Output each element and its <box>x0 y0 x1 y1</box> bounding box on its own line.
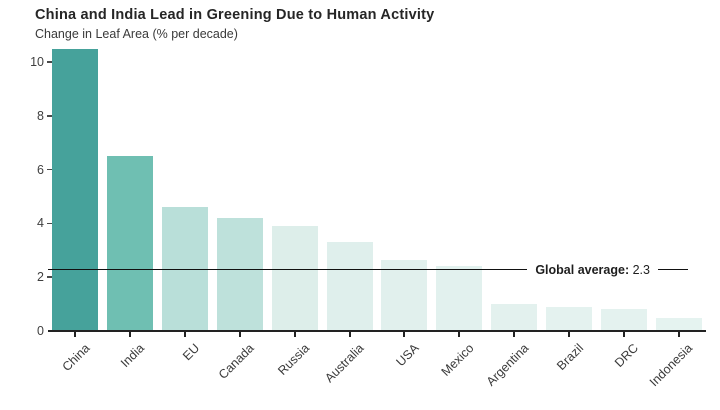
x-tick-mark-brazil <box>567 332 570 337</box>
global-average-value: 2.3 <box>632 262 650 277</box>
x-tick-mark-argentina <box>513 332 516 337</box>
x-tick-mark-india <box>129 332 132 337</box>
x-axis-label-indonesia: Indonesia <box>647 341 696 390</box>
x-axis-label-argentina: Argentina <box>483 341 531 389</box>
bar-argentina <box>491 304 538 331</box>
y-tick-mark-4 <box>47 222 53 225</box>
y-tick-mark-8 <box>47 115 53 117</box>
bar-indonesia <box>655 317 702 331</box>
x-axis-label-eu: EU <box>179 341 202 364</box>
y-tick-label-8: 8 <box>37 108 44 123</box>
bar-drc <box>600 309 647 331</box>
x-tick-mark-indonesia <box>677 332 680 337</box>
bar-mexico <box>436 266 483 331</box>
x-tick-mark-russia <box>293 332 296 337</box>
y-tick-label-2: 2 <box>37 270 44 285</box>
x-axis-label-canada: Canada <box>215 341 257 382</box>
chart-subtitle: Change in Leaf Area (% per decade) <box>35 27 238 41</box>
x-axis-label-russia: Russia <box>274 341 312 378</box>
x-tick-mark-canada <box>238 332 241 337</box>
global-average-label-bold: Global average: <box>535 262 630 277</box>
bar-india <box>107 156 154 331</box>
y-tick-label-6: 6 <box>37 162 44 177</box>
y-tick-mark-10 <box>47 61 53 63</box>
x-axis-label-australia: Australia <box>322 341 367 386</box>
x-axis-label-india: India <box>118 341 148 371</box>
x-tick-mark-mexico <box>458 332 461 337</box>
x-axis-label-china: China <box>59 341 93 375</box>
x-tick-mark-usa <box>403 332 406 337</box>
x-axis-label-mexico: Mexico <box>438 341 477 379</box>
global-average-line-left <box>48 268 528 271</box>
bar-brazil <box>545 306 592 331</box>
y-tick-mark-2 <box>47 276 53 278</box>
x-axis-label-drc: DRC <box>611 341 641 371</box>
y-tick-mark-6 <box>47 168 53 171</box>
y-tick-label-0: 0 <box>37 324 44 338</box>
x-tick-mark-drc <box>622 332 625 337</box>
x-tick-mark-eu <box>184 332 187 337</box>
bar-australia <box>326 242 373 331</box>
global-average-annotation: Global average: 2.3 <box>48 262 688 277</box>
global-average-line-right <box>658 268 688 271</box>
x-axis-line <box>48 330 706 332</box>
y-tick-label-4: 4 <box>37 216 44 231</box>
x-tick-mark-australia <box>348 332 351 337</box>
x-tick-mark-china <box>74 332 77 337</box>
global-average-label: Global average: 2.3 <box>527 263 658 277</box>
bar-russia <box>271 226 318 331</box>
chart-title: China and India Lead in Greening Due to … <box>35 7 435 23</box>
bar-usa <box>381 259 428 331</box>
bar-canada <box>216 218 263 331</box>
y-tick-label-10: 10 <box>30 55 44 69</box>
x-axis-label-usa: USA <box>393 341 422 370</box>
bar-china <box>52 48 99 331</box>
x-axis-label-brazil: Brazil <box>553 341 586 374</box>
